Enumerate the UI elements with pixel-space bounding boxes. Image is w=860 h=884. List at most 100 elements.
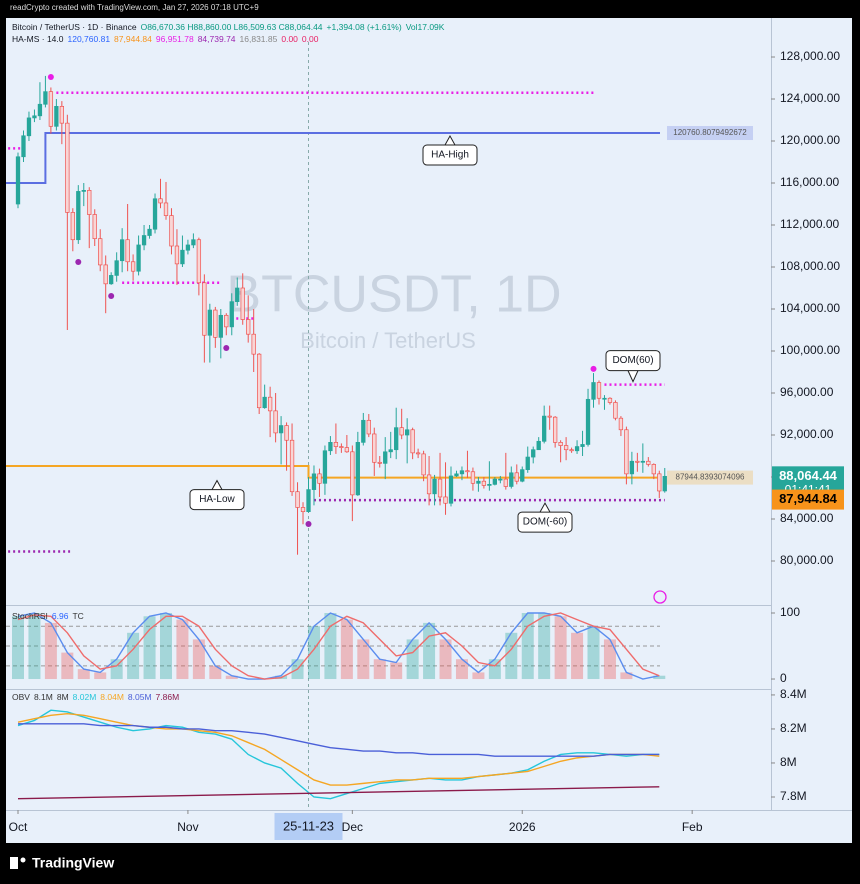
candle-body bbox=[289, 439, 295, 493]
callout-text: DOM(-60) bbox=[523, 517, 567, 528]
candle-body bbox=[240, 287, 245, 320]
candle-body bbox=[514, 472, 519, 482]
candle-body bbox=[32, 115, 37, 119]
stoch-bar bbox=[176, 619, 189, 680]
candle-body bbox=[295, 491, 300, 508]
candle-body bbox=[635, 460, 640, 463]
stoch-bar bbox=[620, 672, 633, 680]
stoch-bar bbox=[159, 612, 172, 680]
stoch-bar bbox=[357, 639, 370, 680]
footer-bar bbox=[0, 843, 860, 884]
candle-body bbox=[322, 450, 328, 484]
candle-body bbox=[355, 442, 360, 496]
price-tag: 88,064.44 bbox=[779, 468, 838, 483]
candle-body bbox=[394, 427, 399, 451]
candle-body bbox=[580, 444, 585, 447]
candle-body bbox=[262, 396, 267, 409]
level-tag: 120760.8079492672 bbox=[673, 128, 747, 137]
candle-body bbox=[119, 239, 125, 262]
price-tag-bg bbox=[772, 489, 844, 510]
stoch-bar bbox=[44, 622, 57, 680]
candle-body bbox=[509, 472, 514, 487]
y-tick-label: 120,000.00 bbox=[780, 133, 840, 147]
candle-body bbox=[103, 264, 108, 285]
candle-body bbox=[169, 215, 174, 247]
candle-body bbox=[481, 480, 487, 486]
candle-body bbox=[536, 440, 541, 451]
logo bbox=[20, 857, 26, 863]
candle-body bbox=[366, 419, 371, 435]
y-tick-label: 100 bbox=[780, 605, 800, 619]
indicator-line: HA-MS · 14.0 120,760.81 87,944.84 96,951.78… bbox=[12, 34, 322, 44]
candle-body bbox=[174, 245, 180, 265]
series-line bbox=[17, 712, 660, 786]
candle-body bbox=[15, 156, 21, 205]
y-tick-label: 112,000.00 bbox=[780, 217, 839, 231]
footer-brand: TradingView bbox=[32, 855, 114, 871]
candle-body bbox=[257, 353, 262, 409]
candle-body bbox=[421, 453, 426, 476]
logo bbox=[10, 857, 18, 869]
x-tick-label: Oct bbox=[9, 820, 28, 834]
candle-body bbox=[657, 473, 662, 492]
obv-legend: OBV 8.1M 8M 8.02M 8.04M 8.05M 7.86M bbox=[12, 692, 183, 702]
x-tick-label: Feb bbox=[682, 820, 703, 834]
legend-item: 87,944.84 bbox=[114, 34, 152, 44]
credit: readCrypto created with TradingView.com,… bbox=[10, 3, 259, 12]
candle-body bbox=[646, 460, 651, 465]
candle-body bbox=[547, 415, 552, 418]
x-tick-label: 2026 bbox=[509, 820, 536, 834]
signal-dot bbox=[47, 73, 54, 80]
panel bbox=[6, 18, 852, 843]
candle-body bbox=[267, 396, 273, 412]
legend-item: 7.86M bbox=[155, 692, 180, 702]
candle-body bbox=[525, 456, 530, 471]
callout-pointer bbox=[627, 370, 639, 383]
legend-item: 8.05M bbox=[127, 692, 152, 702]
y-tick-label: 128,000.00 bbox=[780, 49, 840, 63]
candle-body bbox=[618, 417, 624, 431]
candle-body bbox=[213, 309, 218, 338]
watermark-symbol: BTCUSDT, 1D bbox=[226, 266, 561, 324]
candle-body bbox=[415, 452, 421, 455]
candle-body bbox=[350, 451, 355, 496]
stoch-bar bbox=[307, 626, 320, 680]
stoch-bar bbox=[209, 665, 222, 680]
y-tick-label: 8.4M bbox=[780, 687, 807, 701]
candle-body bbox=[569, 449, 574, 452]
x-tick-label: Nov bbox=[177, 820, 198, 834]
candle-body bbox=[300, 507, 306, 513]
level-tag-bg bbox=[667, 470, 753, 485]
candle-body bbox=[558, 442, 563, 446]
candle-body bbox=[114, 260, 119, 276]
callout-box bbox=[189, 489, 245, 511]
candle-body bbox=[48, 91, 54, 127]
stoch-legend: StochRSI 6.96 TC bbox=[12, 611, 88, 621]
series-line bbox=[17, 786, 660, 800]
callout-box bbox=[605, 350, 661, 372]
candle-body bbox=[542, 415, 547, 442]
candle-body bbox=[640, 460, 645, 463]
candle-body bbox=[454, 473, 459, 477]
candle-body bbox=[607, 397, 613, 403]
y-tick-label: 124,000.00 bbox=[780, 91, 840, 105]
stoch-bar bbox=[603, 639, 616, 680]
candle-body bbox=[563, 445, 569, 451]
candle-body bbox=[251, 333, 256, 355]
candle-body bbox=[196, 239, 202, 284]
signal-dot bbox=[108, 292, 115, 299]
candle-body bbox=[437, 478, 443, 498]
stoch-bar bbox=[61, 652, 74, 680]
stoch-bar bbox=[653, 675, 666, 680]
candle-body bbox=[503, 478, 508, 487]
candle-body bbox=[152, 198, 158, 230]
candle-body bbox=[278, 425, 284, 434]
candle-body bbox=[339, 446, 344, 448]
candle-body bbox=[76, 191, 81, 241]
indicator-name: HA-MS · 14.0 bbox=[12, 34, 64, 44]
candle-body bbox=[552, 416, 558, 443]
candle-body bbox=[202, 282, 207, 336]
series-line bbox=[17, 612, 660, 680]
y-tick-label: 80,000.00 bbox=[780, 553, 834, 567]
x-tick-label: Dec bbox=[342, 820, 363, 834]
